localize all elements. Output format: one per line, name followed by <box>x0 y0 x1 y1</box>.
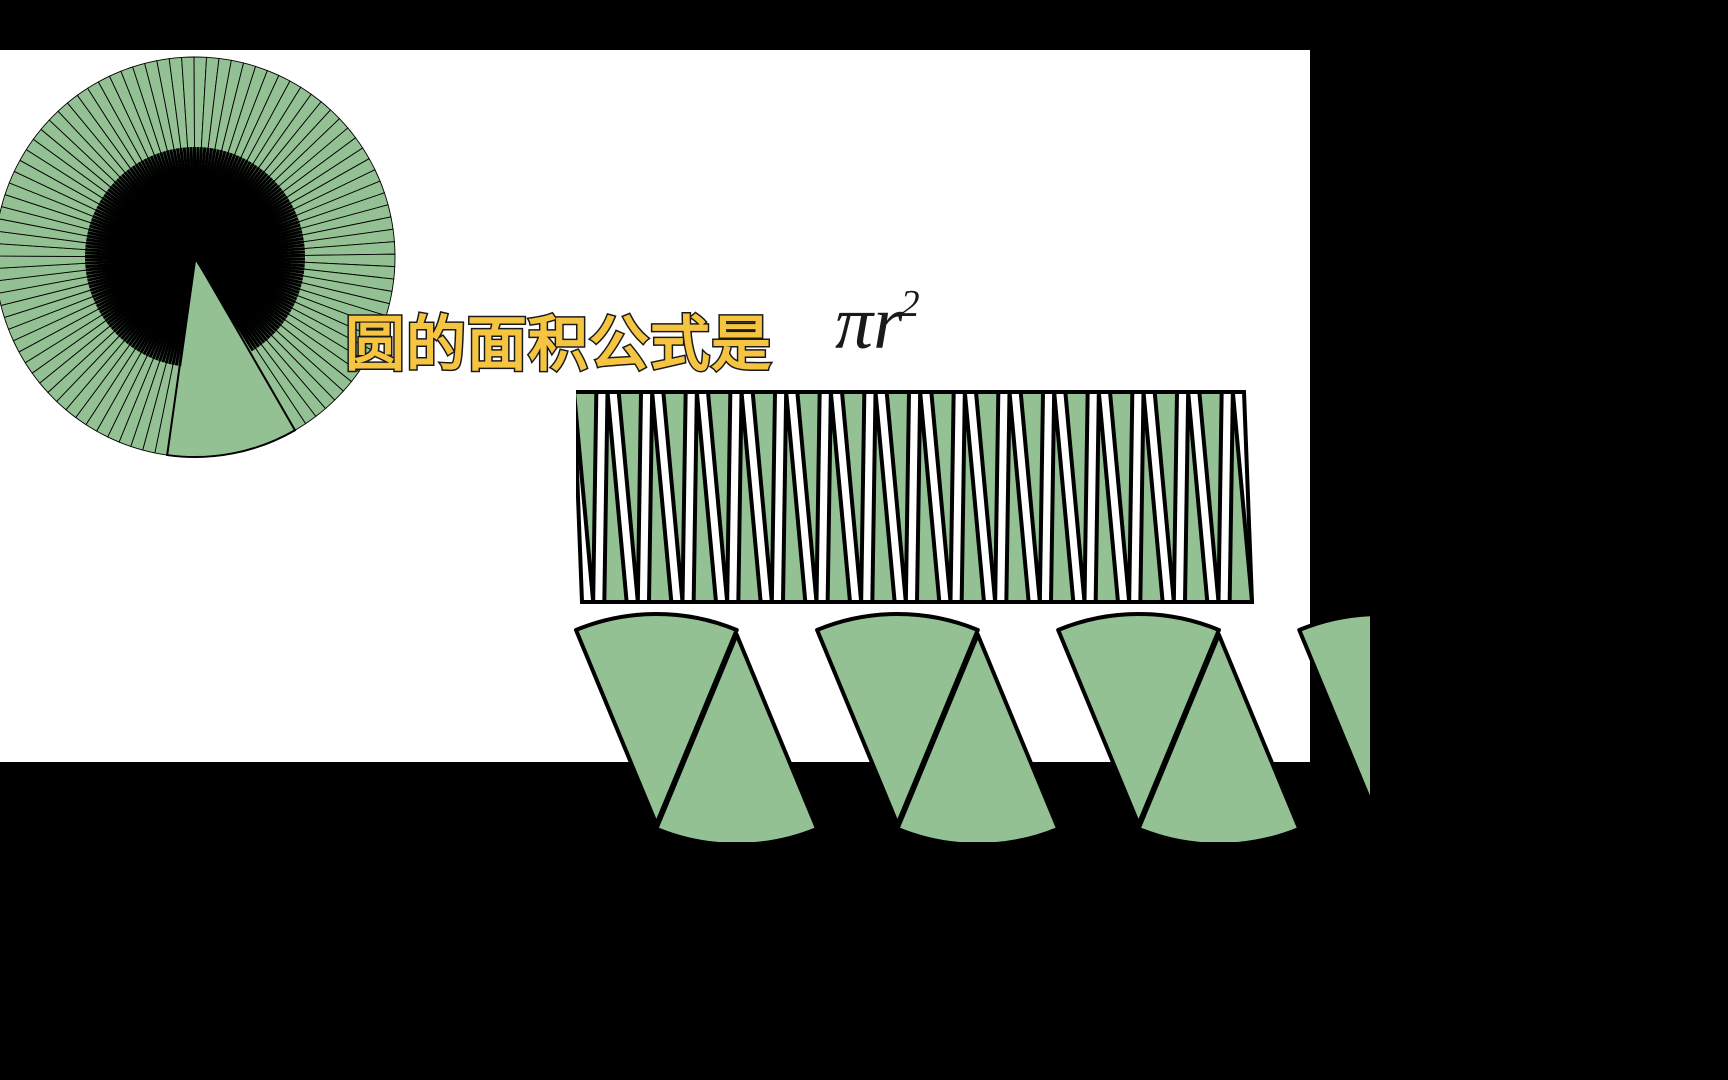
formula-text: πr2 <box>835 280 922 367</box>
content-canvas: 圆的面积公式是 πr2 <box>0 50 1310 762</box>
triangle-strip <box>576 390 1266 615</box>
sector-row <box>570 612 1370 847</box>
formula-pi: π <box>835 281 873 365</box>
title-text: 圆的面积公式是 <box>345 296 772 383</box>
formula-exponent: 2 <box>901 283 920 325</box>
formula-r: r <box>873 281 903 365</box>
sector-circle <box>0 52 400 462</box>
